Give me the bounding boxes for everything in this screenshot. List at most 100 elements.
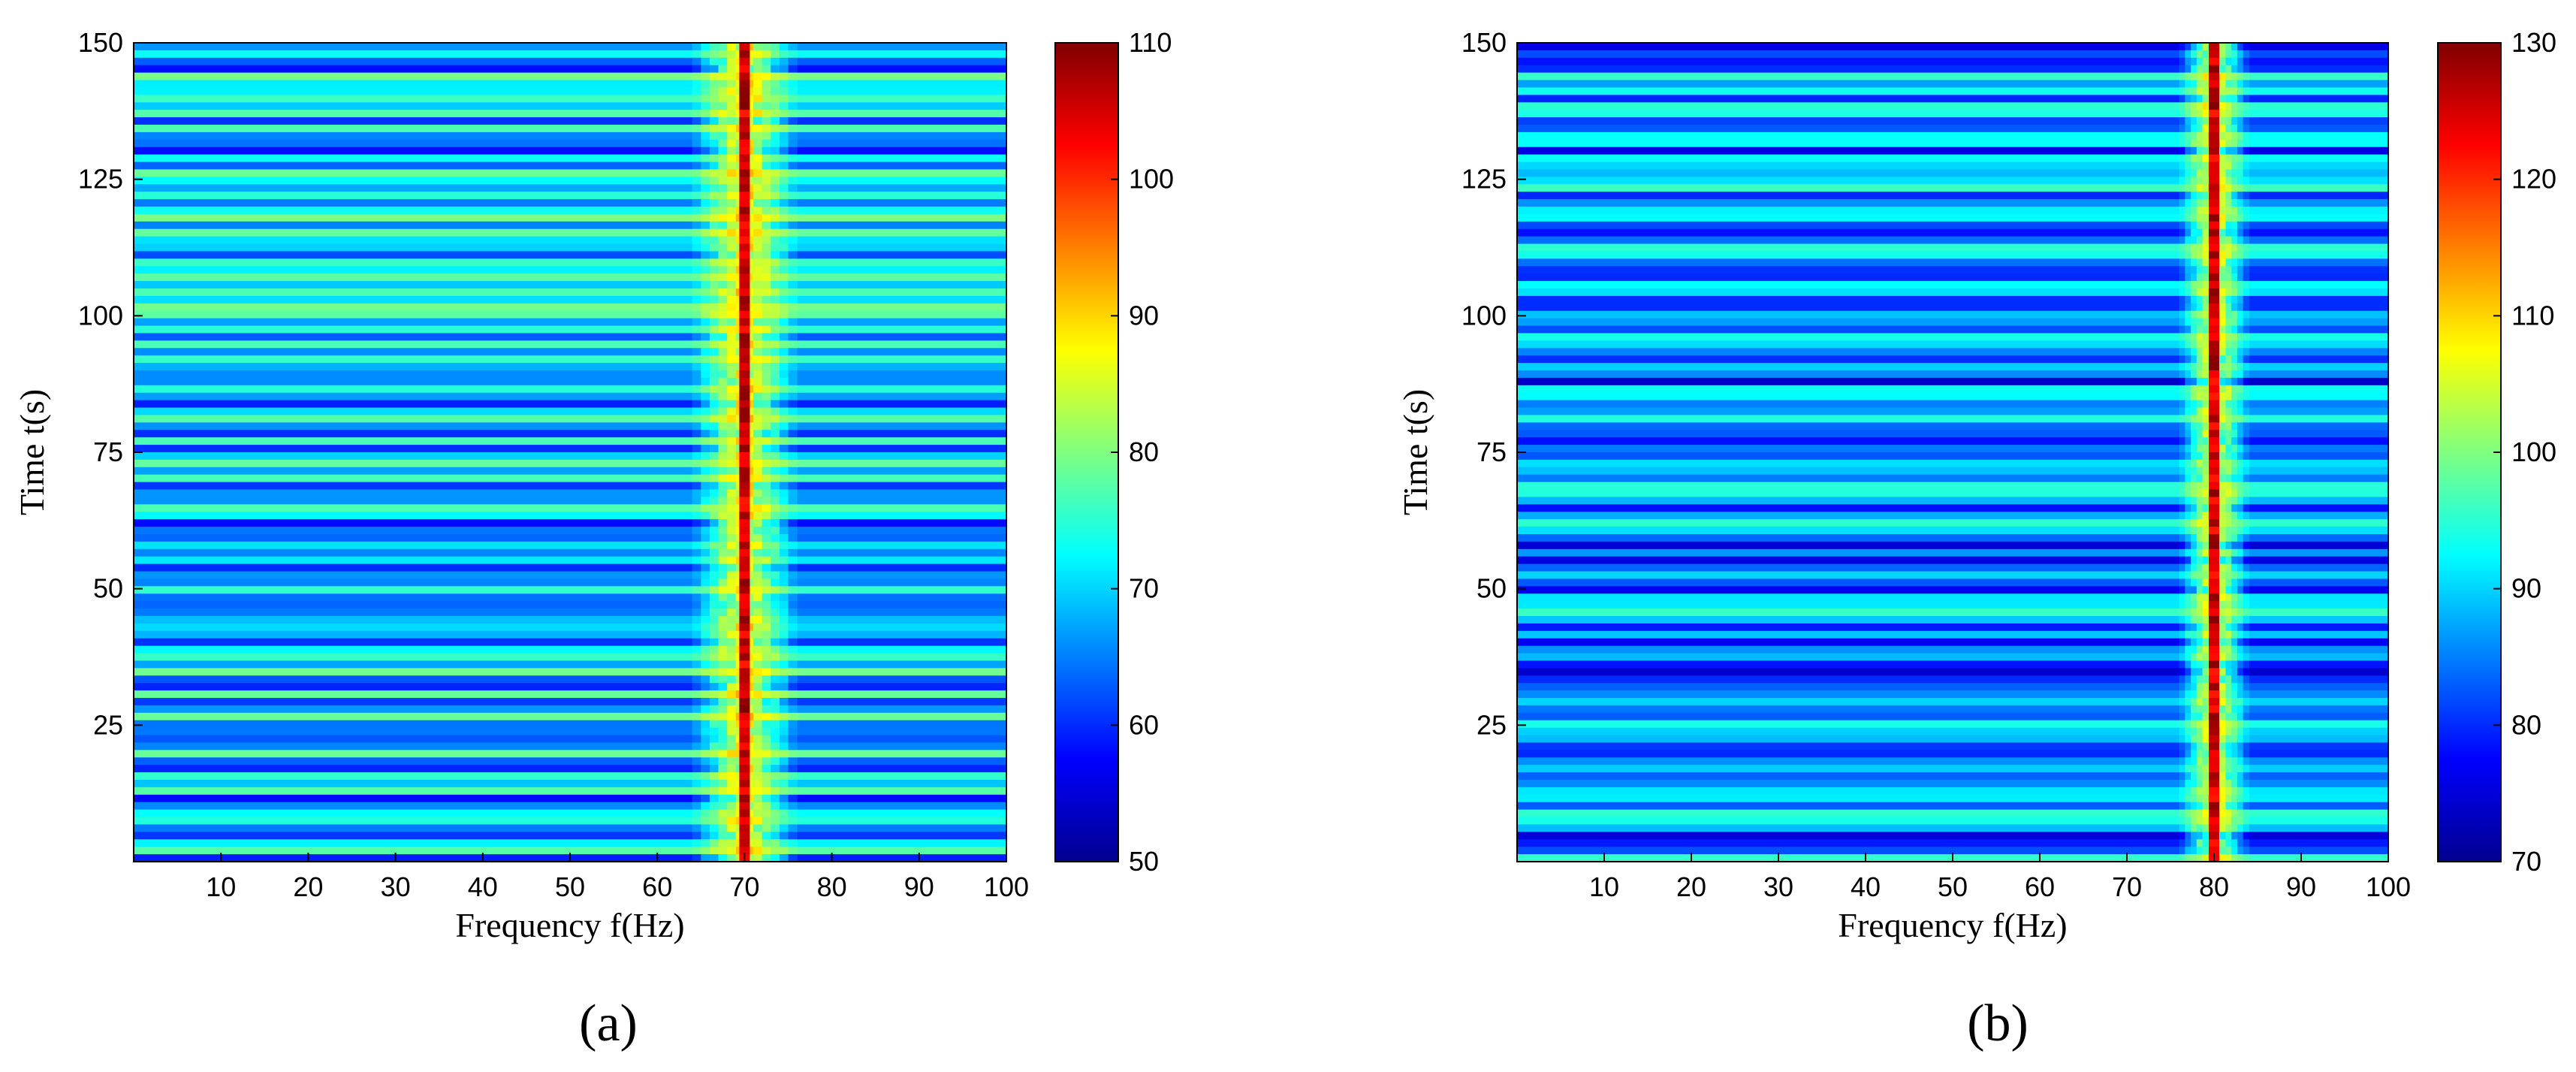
band-cell xyxy=(753,207,763,215)
band-cell xyxy=(692,407,701,416)
band-cell xyxy=(727,683,737,691)
band-cell xyxy=(788,504,798,512)
band-cell xyxy=(692,318,701,327)
band-cell xyxy=(788,817,798,826)
band-cell xyxy=(771,228,780,237)
band-cell xyxy=(718,668,728,676)
band-cell xyxy=(2202,207,2209,215)
band-cell xyxy=(701,712,710,721)
band-cell xyxy=(727,348,737,356)
band-cell xyxy=(779,548,789,557)
stripe xyxy=(1517,355,2388,364)
band-cell xyxy=(2191,802,2197,811)
band-cell xyxy=(788,192,798,200)
peak-cell xyxy=(739,832,750,840)
band-cell xyxy=(2243,556,2249,565)
band-cell xyxy=(692,192,701,200)
band-cell xyxy=(709,392,719,401)
band-cell xyxy=(709,497,719,505)
band-cell xyxy=(718,207,728,215)
stripe xyxy=(134,377,1006,386)
peak-cell xyxy=(2209,437,2219,445)
band-cell xyxy=(2231,303,2238,312)
band-cell xyxy=(2219,527,2227,535)
band-cell xyxy=(2191,80,2197,89)
band-cell xyxy=(753,154,763,163)
band-cell xyxy=(718,281,728,289)
band-cell xyxy=(753,563,763,572)
band-cell xyxy=(779,72,789,81)
band-cell xyxy=(753,437,763,445)
band-cell xyxy=(701,117,710,125)
stripe xyxy=(134,415,1006,423)
peak-cell xyxy=(739,415,750,423)
band-cell xyxy=(718,757,728,765)
band-cell xyxy=(709,139,719,148)
band-cell xyxy=(779,653,789,662)
band-cell xyxy=(2237,273,2244,282)
band-cell xyxy=(701,735,710,744)
band-cell xyxy=(709,847,719,855)
band-cell xyxy=(727,207,737,215)
band-cell xyxy=(692,519,701,527)
band-cell xyxy=(727,474,737,483)
band-cell xyxy=(692,221,701,230)
stripe xyxy=(134,653,1006,662)
x-tick-label: 70 xyxy=(2112,871,2142,902)
band-cell xyxy=(2202,504,2209,512)
band-cell xyxy=(2202,548,2209,557)
band-cell xyxy=(718,430,728,438)
band-cell xyxy=(692,541,701,550)
band-cell xyxy=(727,117,737,125)
y-tick-label: 125 xyxy=(1461,164,1507,195)
band-cell xyxy=(718,623,728,632)
stripe xyxy=(134,392,1006,401)
peak-cell xyxy=(739,683,750,691)
band-cell xyxy=(2202,705,2209,714)
band-cell xyxy=(2179,325,2185,334)
band-cell xyxy=(2179,243,2185,252)
band-cell xyxy=(718,258,728,267)
band-cell xyxy=(788,72,798,81)
band-cell xyxy=(2231,497,2238,505)
band-cell xyxy=(2185,303,2191,312)
band-cell xyxy=(2185,497,2191,505)
colorbar-tick-label: 100 xyxy=(1129,164,1174,195)
peak-cell xyxy=(739,266,750,274)
peak-cell xyxy=(739,586,750,594)
band-cell xyxy=(779,43,789,51)
band-cell xyxy=(788,87,798,95)
band-cell xyxy=(771,415,780,423)
peak-cell xyxy=(739,601,750,609)
stripe xyxy=(134,295,1006,304)
band-cell xyxy=(2202,660,2209,669)
band-cell xyxy=(709,668,719,676)
band-cell xyxy=(2243,832,2249,840)
spectrogram-plot-b xyxy=(1517,43,2388,862)
band-cell xyxy=(2202,407,2209,416)
x-tick-label: 80 xyxy=(2199,871,2229,902)
band-cell xyxy=(2219,623,2227,632)
band-cell xyxy=(762,630,771,639)
band-cell xyxy=(2231,489,2238,498)
band-cell xyxy=(779,169,789,177)
band-cell xyxy=(709,445,719,453)
band-cell xyxy=(753,698,763,706)
band-cell xyxy=(2179,772,2185,781)
band-cell xyxy=(727,80,737,89)
band-cell xyxy=(2243,512,2249,520)
band-cell xyxy=(2243,482,2249,491)
band-cell xyxy=(771,50,780,59)
band-cell xyxy=(779,608,789,617)
peak-cell xyxy=(739,65,750,74)
band-cell xyxy=(2231,192,2238,200)
band-cell xyxy=(762,258,771,267)
band-cell xyxy=(779,712,789,721)
stripe xyxy=(134,780,1006,788)
band-cell xyxy=(2179,832,2185,840)
band-cell xyxy=(2231,325,2238,334)
band-cell xyxy=(771,273,780,282)
peak-cell xyxy=(739,653,750,662)
band-cell xyxy=(753,57,763,66)
